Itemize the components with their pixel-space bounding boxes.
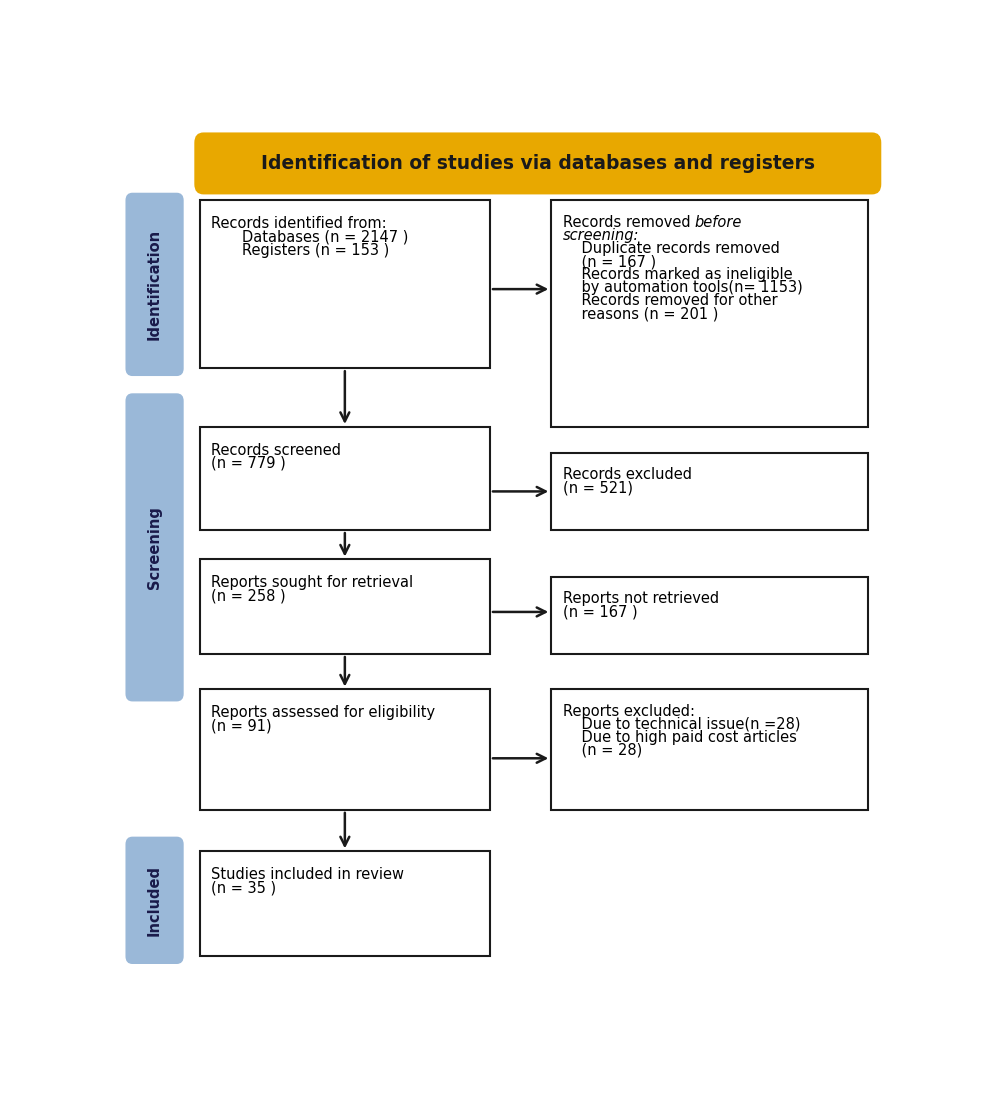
Text: by automation tools(n= 1153): by automation tools(n= 1153) [563, 281, 803, 295]
Text: (n = 167 ): (n = 167 ) [563, 254, 656, 269]
Bar [551, 200, 869, 427]
Text: (n = 91): (n = 91) [211, 719, 272, 733]
Text: (n = 28): (n = 28) [563, 743, 642, 758]
Text: Reports not retrieved: Reports not retrieved [563, 591, 719, 606]
Text: Reports excluded:: Reports excluded: [563, 703, 694, 719]
Text: Records removed: Records removed [563, 215, 695, 229]
FancyBboxPatch shape [126, 395, 182, 701]
Text: before: before [695, 215, 742, 229]
Text: (n = 167 ): (n = 167 ) [563, 604, 637, 619]
Text: Due to technical issue(n =28): Due to technical issue(n =28) [563, 717, 800, 732]
Bar [199, 851, 490, 956]
Bar [551, 577, 869, 654]
Bar [199, 690, 490, 809]
Text: reasons (n = 201 ): reasons (n = 201 ) [563, 306, 718, 321]
Text: Duplicate records removed: Duplicate records removed [563, 240, 780, 256]
Text: Records screened: Records screened [211, 443, 341, 458]
Text: Records removed for other: Records removed for other [563, 293, 777, 309]
Bar [199, 559, 490, 654]
Bar [199, 200, 490, 368]
Text: Included: Included [147, 865, 162, 936]
Text: Databases (n = 2147 ): Databases (n = 2147 ) [242, 229, 408, 245]
Text: screening:: screening: [563, 228, 639, 243]
Bar [551, 690, 869, 809]
Text: Reports assessed for eligibility: Reports assessed for eligibility [211, 705, 435, 720]
FancyBboxPatch shape [126, 193, 182, 376]
Text: Registers (n = 153 ): Registers (n = 153 ) [242, 243, 388, 257]
Bar [199, 427, 490, 530]
FancyBboxPatch shape [194, 132, 881, 195]
Text: (n = 258 ): (n = 258 ) [211, 588, 286, 604]
Text: Studies included in review: Studies included in review [211, 868, 404, 882]
Text: Records marked as ineligible: Records marked as ineligible [563, 267, 793, 282]
Text: Identification of studies via databases and registers: Identification of studies via databases … [261, 154, 814, 173]
Text: (n = 779 ): (n = 779 ) [211, 456, 286, 471]
Text: (n = 521): (n = 521) [563, 480, 633, 495]
Text: Due to high paid cost articles: Due to high paid cost articles [563, 730, 797, 745]
Text: Reports sought for retrieval: Reports sought for retrieval [211, 576, 413, 590]
Text: Screening: Screening [147, 506, 162, 589]
Bar [551, 453, 869, 530]
Text: Records identified from:: Records identified from: [211, 217, 387, 231]
Text: Identification: Identification [147, 229, 162, 340]
Text: Records excluded: Records excluded [563, 467, 691, 482]
Text: (n = 35 ): (n = 35 ) [211, 880, 276, 896]
FancyBboxPatch shape [126, 837, 182, 964]
